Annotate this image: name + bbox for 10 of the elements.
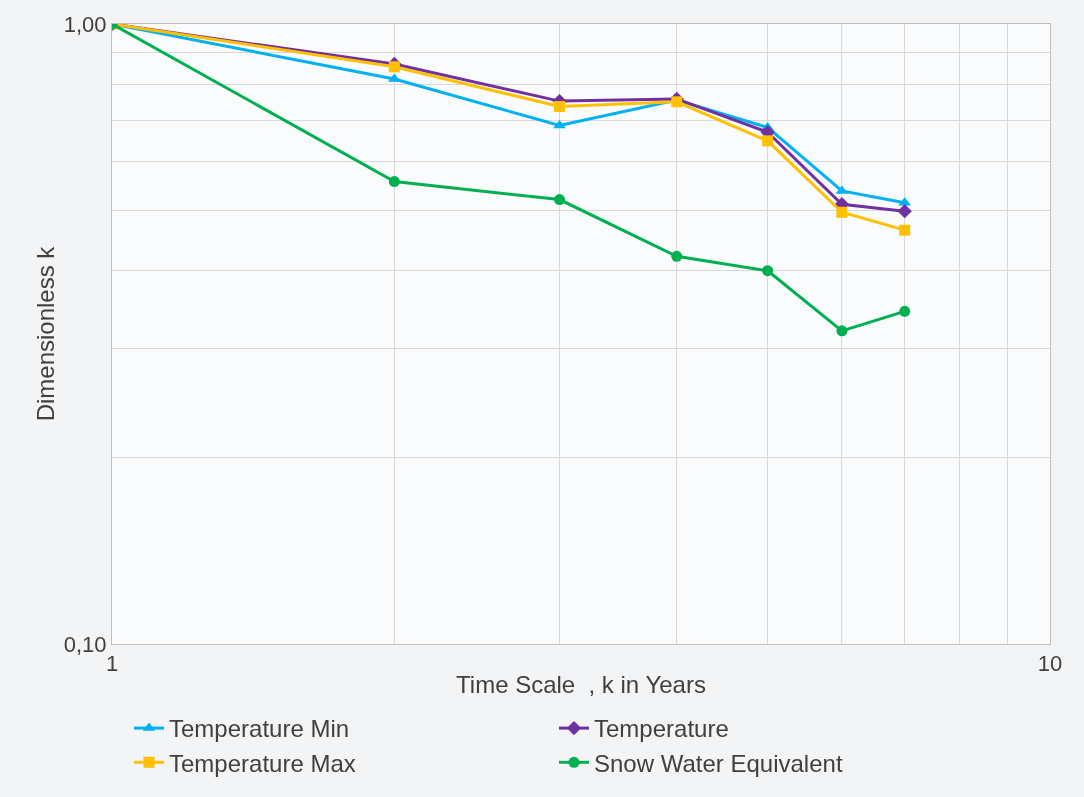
y-tick-label: 1,00 bbox=[63, 11, 107, 37]
legend-label: Temperature bbox=[594, 715, 729, 743]
legend-label: Temperature Max bbox=[169, 749, 356, 777]
y-axis-title: Dimensionless k bbox=[32, 245, 59, 422]
x-axis-title: Time Scale , k in Years bbox=[456, 670, 706, 698]
x-tick-label: 10 bbox=[1037, 651, 1063, 677]
y-tick-label: 0,10 bbox=[63, 631, 107, 657]
legend-label: Snow Water Equivalent bbox=[594, 749, 843, 777]
legend-label: Temperature Min bbox=[169, 715, 350, 743]
x-tick-label: 1 bbox=[105, 651, 119, 677]
